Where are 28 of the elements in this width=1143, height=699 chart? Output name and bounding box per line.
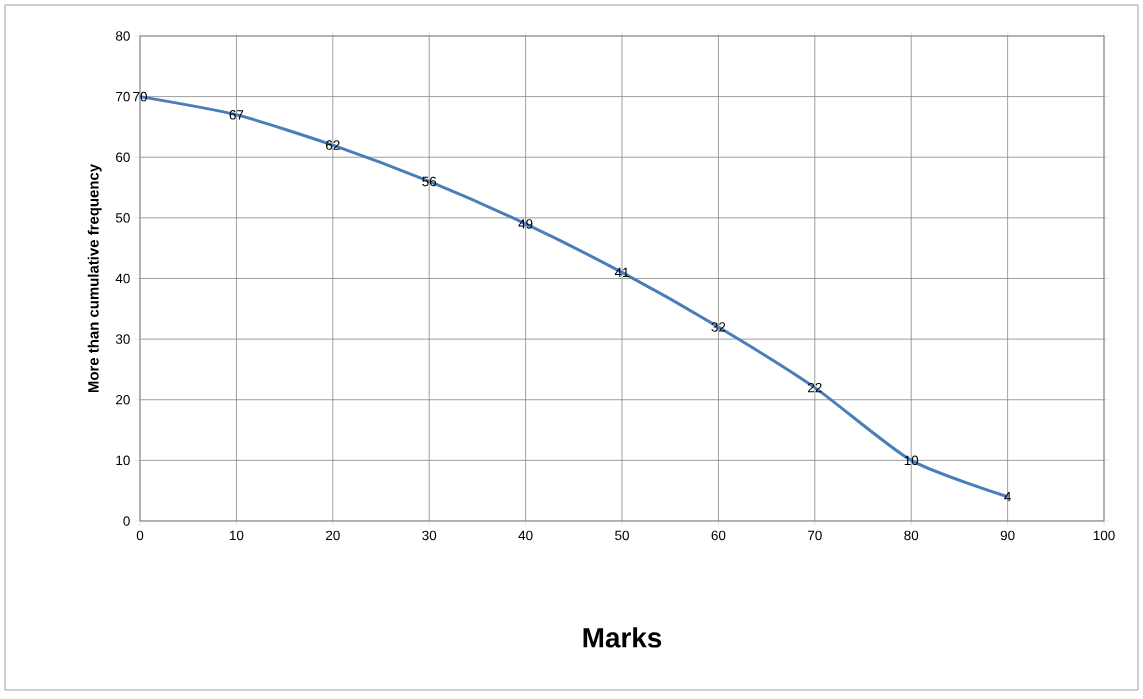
data-label: 4 <box>1004 492 1011 502</box>
x-tick-label: 10 <box>229 530 244 541</box>
x-tick-label: 90 <box>1000 530 1015 541</box>
y-tick-label: 40 <box>115 273 130 284</box>
x-tick-label: 100 <box>1093 530 1115 541</box>
data-label: 10 <box>904 455 919 466</box>
x-axis-title: Marks <box>583 627 662 648</box>
x-tick-label: 60 <box>711 530 726 541</box>
x-tick-label: 30 <box>422 530 437 541</box>
y-tick-label: 0 <box>123 516 130 526</box>
data-label: 70 <box>133 91 147 102</box>
y-tick-label: 80 <box>115 31 130 41</box>
x-tick-label: 80 <box>904 530 919 541</box>
y-axis-title: More than cumulative frequency <box>87 163 102 393</box>
x-tick-label: 40 <box>518 530 533 541</box>
x-tick-label: 0 <box>136 530 144 541</box>
data-label: 49 <box>518 219 533 229</box>
x-tick-label: 20 <box>326 530 340 541</box>
y-tick-label: 50 <box>115 213 130 223</box>
x-tick-label: 70 <box>808 530 822 541</box>
y-tick-label: 30 <box>115 334 130 344</box>
data-label: 56 <box>422 176 437 187</box>
y-tick-label: 20 <box>116 394 130 405</box>
data-label: 67 <box>229 110 244 120</box>
y-tick-label: 70 <box>116 91 130 102</box>
y-tick-label: 10 <box>116 455 130 466</box>
y-tick-label: 60 <box>116 152 130 162</box>
x-tick-label: 50 <box>615 530 629 541</box>
